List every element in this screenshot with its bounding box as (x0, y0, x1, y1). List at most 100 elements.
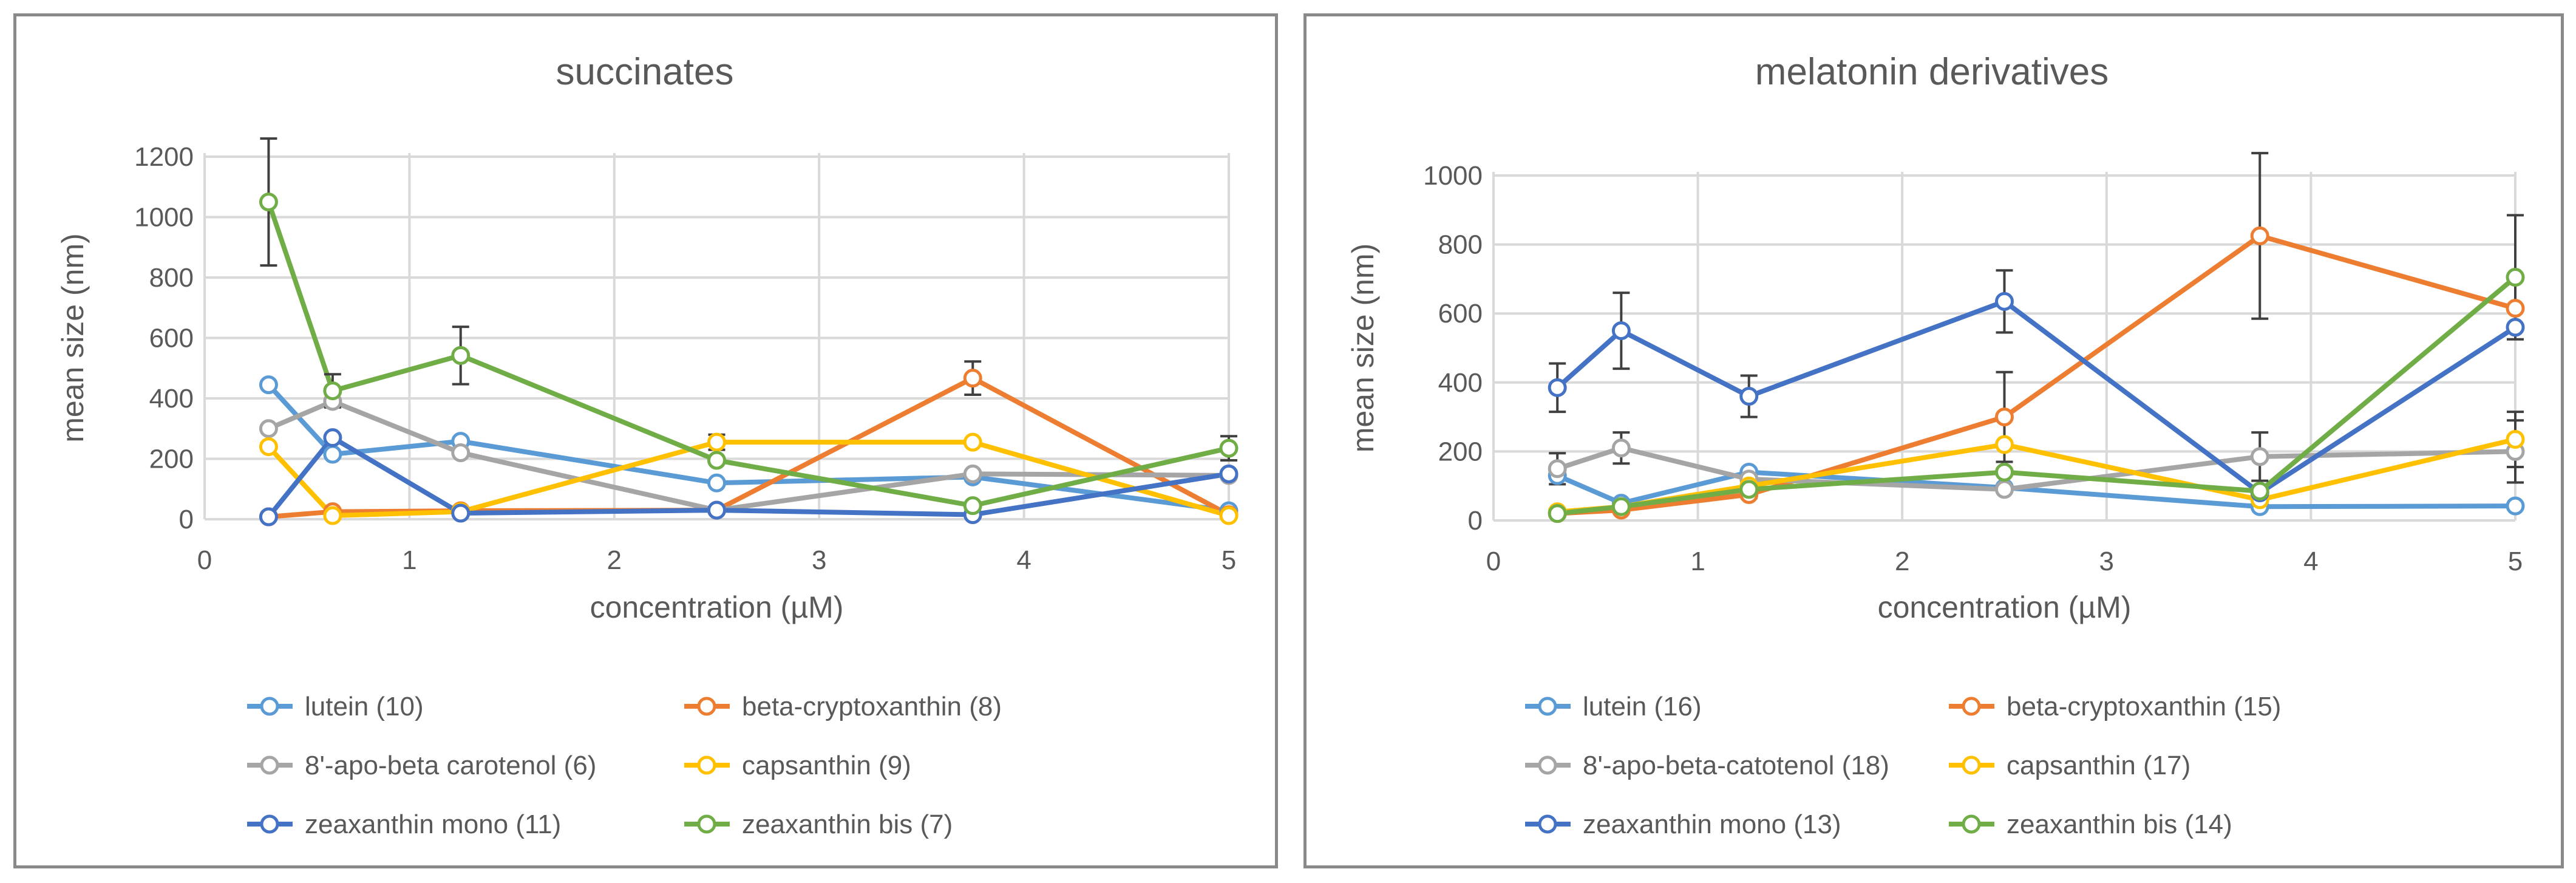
x-tick-label: 4 (2303, 547, 2318, 576)
legend-swatch-marker (260, 697, 279, 716)
x-tick-label: 0 (1486, 547, 1501, 576)
y-tick-label: 800 (1438, 230, 1483, 260)
legend-swatch-marker (1962, 814, 1981, 834)
data-point (963, 369, 982, 388)
y-tick-label: 400 (149, 384, 194, 414)
legend-label: zeaxanthin mono (11) (305, 810, 561, 839)
data-point (1548, 378, 1567, 397)
chart-title: melatonin derivatives (1755, 51, 2109, 93)
data-point (1611, 321, 1631, 341)
x-tick-label: 2 (1895, 547, 1909, 576)
y-tick-label: 0 (179, 505, 194, 534)
data-point (323, 506, 342, 525)
legend-label: beta-cryptoxanthin (15) (2007, 692, 2281, 721)
data-point (1611, 497, 1631, 516)
data-point (451, 443, 471, 463)
legend-swatch-marker (1538, 755, 1557, 775)
y-tick-label: 1200 (134, 142, 194, 172)
legend-swatch-marker (697, 755, 716, 775)
data-point (323, 381, 342, 401)
chart-succinates: succinates 0 200 400 600 800 1000 1200 0 1 2 3 4 5 mea… (56, 51, 1239, 839)
legend-label: zeaxanthin bis (7) (742, 810, 953, 839)
data-point (2250, 226, 2269, 245)
data-point (2506, 318, 2525, 337)
series-line-5 (266, 201, 1229, 508)
data-point (1548, 504, 1567, 523)
data-point (2250, 447, 2269, 466)
data-point (259, 437, 278, 457)
legend-swatch-marker (1538, 814, 1557, 834)
data-point (963, 432, 982, 452)
data-point (707, 500, 726, 520)
chart-title: succinates (556, 51, 734, 93)
legend-swatch-marker (1962, 697, 1981, 716)
data-point (259, 375, 278, 395)
y-tick-label: 200 (1438, 437, 1483, 466)
series-line-3 (267, 440, 1230, 519)
data-point (1995, 480, 2014, 499)
chart-melatonin-derivatives: melatonin derivatives 0 200 400 600 800 1000 0 1… (1346, 51, 2525, 839)
data-point (2506, 496, 2525, 516)
data-point (1995, 462, 2014, 482)
y-tick-label: 800 (149, 263, 194, 293)
data-point (1611, 438, 1631, 458)
legend-swatch-marker (260, 814, 279, 834)
data-point (259, 419, 278, 438)
legend-swatch-marker (1962, 755, 1981, 775)
data-point (707, 473, 726, 493)
series-line-1 (1557, 233, 2517, 516)
legend-label: 8'-apo-beta-catotenol (18) (1583, 751, 1889, 780)
x-tick-label: 4 (1016, 545, 1031, 575)
data-point (259, 193, 278, 212)
x-axis-title: concentration (µM) (1878, 590, 2132, 624)
y-tick-label: 1000 (1423, 161, 1483, 191)
y-axis-title: mean size (nm) (56, 233, 90, 443)
chart-panel-melatonin-derivatives: melatonin derivatives 0 200 400 600 800 1000 0 1… (1303, 13, 2564, 868)
legend-swatch-marker (697, 814, 716, 834)
y-tick-label: 1000 (134, 203, 194, 233)
legend-label: beta-cryptoxanthin (8) (742, 692, 1002, 721)
data-point (1739, 480, 1759, 499)
y-axis-title: mean size (nm) (1346, 244, 1380, 453)
data-point (451, 503, 471, 523)
data-point (1219, 438, 1239, 458)
series-line-0 (267, 383, 1229, 514)
x-tick-label: 2 (607, 545, 622, 575)
data-point (1219, 464, 1239, 483)
legend-label: capsanthin (9) (742, 751, 911, 780)
data-point (1548, 459, 1567, 479)
data-point (323, 428, 342, 448)
x-tick-label: 1 (1690, 547, 1705, 576)
data-point (2506, 268, 2525, 287)
legend-swatch-marker (260, 755, 279, 775)
x-tick-label: 5 (2508, 547, 2523, 576)
y-tick-label: 200 (149, 445, 194, 474)
legend-label: zeaxanthin bis (14) (2007, 810, 2232, 839)
data-point (451, 346, 471, 365)
data-point (2506, 430, 2525, 449)
legend-label: zeaxanthin mono (13) (1583, 810, 1841, 839)
y-tick-label: 400 (1438, 368, 1483, 398)
legend-label: lutein (16) (1583, 692, 1702, 721)
series-line-5 (1557, 275, 2517, 516)
data-point (2250, 482, 2269, 501)
data-point (1739, 387, 1759, 406)
data-point (707, 451, 726, 470)
data-point (1995, 291, 2014, 311)
x-tick-label: 1 (402, 545, 416, 575)
x-tick-label: 3 (2099, 547, 2114, 576)
data-point (963, 496, 982, 516)
data-point (323, 445, 342, 464)
data-point (707, 432, 726, 452)
y-tick-label: 600 (149, 324, 194, 353)
legend-swatch-marker (1538, 697, 1557, 716)
legend-label: 8'-apo-beta carotenol (6) (305, 751, 596, 780)
series-line-4 (1555, 299, 2517, 496)
x-tick-label: 0 (197, 545, 212, 575)
data-point (1995, 435, 2014, 454)
chart-panel-succinates: succinates 0 200 400 600 800 1000 1200 0 1 2 3 4 5 mea… (13, 13, 1278, 868)
series-line-2 (267, 398, 1229, 513)
y-tick-label: 0 (1468, 506, 1483, 536)
y-tick-label: 600 (1438, 299, 1483, 329)
data-point (2506, 299, 2525, 318)
